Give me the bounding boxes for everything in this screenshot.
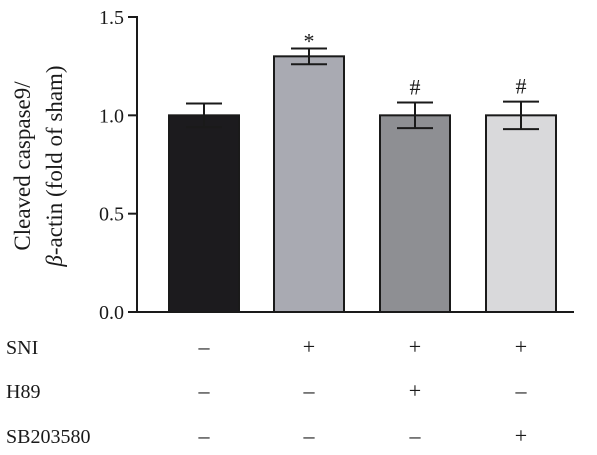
significance-marker-3: # [410,75,421,100]
condition-sign: – [198,334,211,359]
condition-label-sb203580: SB203580 [6,426,90,448]
condition-sign: + [303,334,315,359]
condition-sign: – [515,378,528,403]
bars [168,55,557,314]
error-bar-1 [186,102,222,129]
y-axis-label-greek: β [42,255,67,268]
y-axis-label-line1: Cleaved caspase9/ [10,81,35,251]
condition-sign: – [303,423,316,448]
condition-sign: + [515,423,527,448]
condition-sign: – [409,423,422,448]
significance-markers: * # # [304,28,527,99]
error-bar-2 [291,47,327,66]
significance-marker-2: * [304,28,315,53]
condition-sign: + [409,334,421,359]
condition-sign: + [515,334,527,359]
bar-1 [168,114,240,314]
condition-table: SNI – + + + H89 – – + – SB203580 – – – + [6,334,528,448]
y-axis-label-rest: -actin (fold of sham) [42,65,67,255]
bar-4 [485,114,557,314]
bar-3 [379,114,451,314]
y-axis-label-line2: β-actin (fold of sham) [42,65,67,267]
condition-sign: – [198,378,211,403]
bar-2 [273,55,345,314]
error-bars [186,47,539,131]
condition-sign: + [409,378,421,403]
error-bar-4 [503,100,539,131]
significance-marker-4: # [516,74,527,99]
condition-sign: – [198,423,211,448]
y-tick-label: 0.0 [99,302,124,324]
condition-label-h89: H89 [6,381,40,403]
y-tick-label: 1.0 [99,105,124,127]
condition-sign: – [303,378,316,403]
condition-label-sni: SNI [6,337,38,359]
y-tick-label: 1.5 [99,7,124,29]
y-tick-label: 0.5 [99,204,124,226]
error-bar-3 [397,101,433,130]
